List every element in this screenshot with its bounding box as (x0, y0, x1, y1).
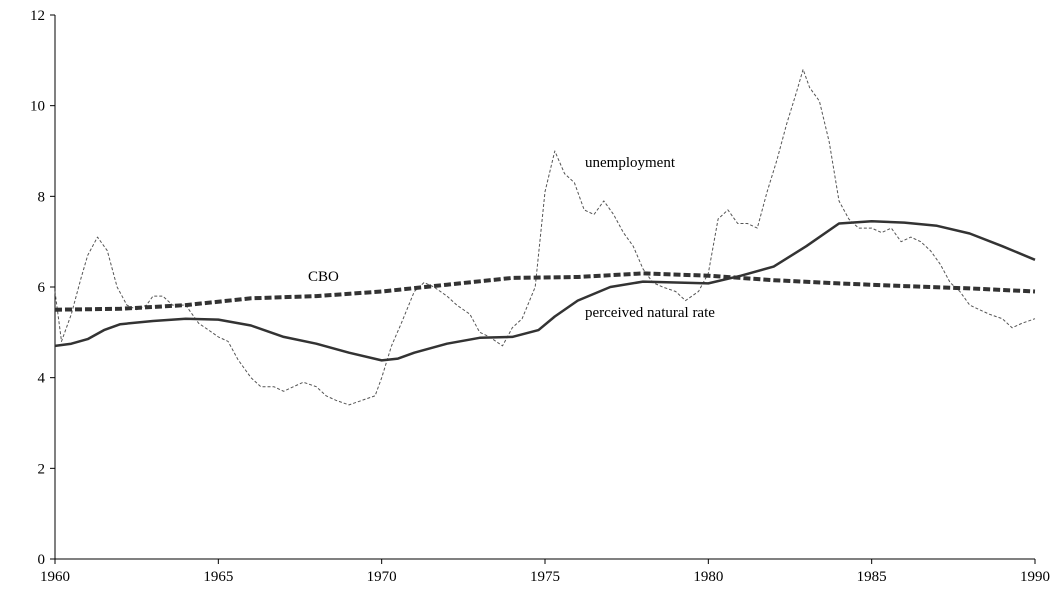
y-tick-label: 6 (38, 280, 46, 296)
x-tick-label: 1990 (1020, 569, 1050, 585)
axes: 0 2 4 6 8 10 12 1960 1965 1970 1975 1980 1985 1990 (30, 8, 1050, 585)
x-tick-label: 1965 (203, 569, 233, 585)
x-tick-label: 1975 (530, 569, 560, 585)
cbo-line (54, 271, 1036, 312)
unemployment-line (54, 68, 1036, 406)
y-tick-label: 0 (38, 552, 46, 568)
y-tick-label: 12 (30, 8, 45, 24)
y-tick-label: 4 (38, 371, 46, 387)
y-tick-label: 2 (38, 461, 46, 477)
y-tick-label: 8 (38, 189, 46, 205)
series-layer (54, 68, 1036, 406)
unemployment-label: unemployment (585, 155, 676, 171)
annotation-layer: unemployment CBO perceived natural rate (308, 155, 715, 321)
perceived-natural-rate-line (54, 220, 1036, 362)
x-tick-label: 1980 (693, 569, 723, 585)
y-tick-label: 10 (30, 99, 45, 115)
x-tick-label: 1985 (857, 569, 887, 585)
perceived-natural-rate-label: perceived natural rate (585, 305, 715, 321)
x-tick-label: 1960 (40, 569, 70, 585)
cbo-label: CBO (308, 269, 339, 285)
x-tick-label: 1970 (367, 569, 397, 585)
